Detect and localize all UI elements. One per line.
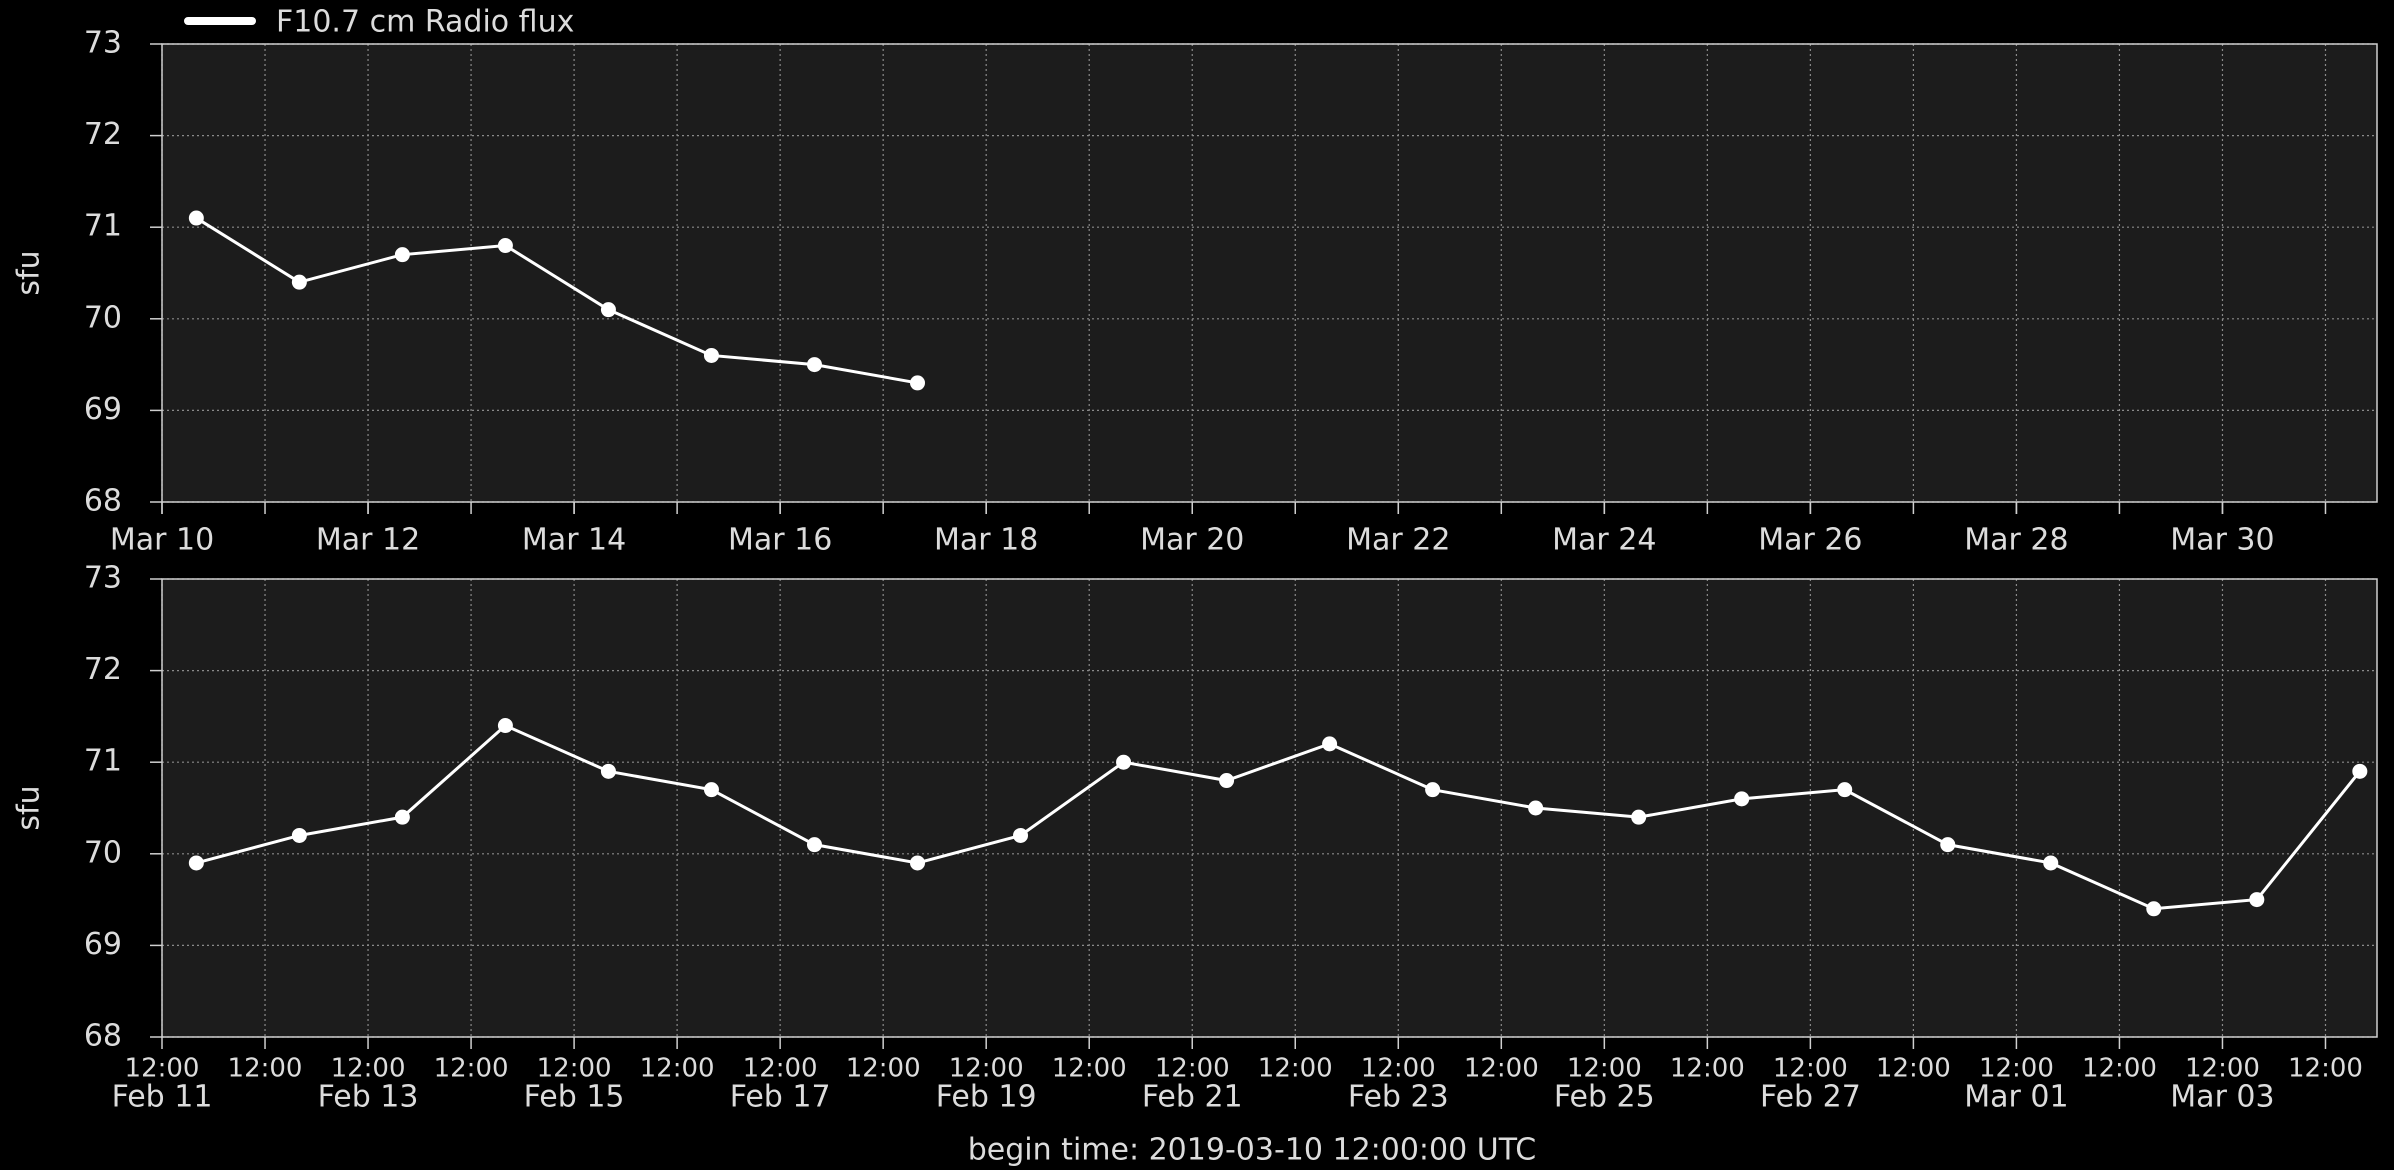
data-point xyxy=(1013,827,1029,843)
data-point xyxy=(1631,809,1647,825)
y-tick-label: 69 xyxy=(84,927,122,962)
x-tick-label: 12:00 xyxy=(2082,1054,2157,1084)
x-tick-label: 12:00 xyxy=(1876,1054,1951,1084)
y-tick-label: 69 xyxy=(84,392,122,427)
x-tick-label: 12:00 xyxy=(537,1054,612,1084)
data-point xyxy=(703,347,719,363)
data-point xyxy=(291,827,307,843)
data-point xyxy=(188,855,204,871)
y-tick-label: 73 xyxy=(84,26,122,61)
y-axis-label: sfu xyxy=(12,250,47,295)
data-line xyxy=(195,216,918,385)
x-tick-label: 12:00 xyxy=(1361,1054,1436,1084)
data-point xyxy=(188,210,204,226)
plot-frame xyxy=(161,43,2378,503)
data-line xyxy=(195,723,2361,911)
data-point xyxy=(1837,782,1853,798)
y-tick-label: 71 xyxy=(84,209,122,244)
data-point xyxy=(497,238,513,254)
x-tick-label: 12:00 xyxy=(2288,1054,2363,1084)
data-point xyxy=(703,782,719,798)
x-date-label: Mar 01 xyxy=(1964,1080,2068,1115)
data-point xyxy=(1219,773,1235,789)
data-point xyxy=(1528,800,1544,816)
x-date-label: Feb 23 xyxy=(1348,1080,1449,1115)
data-point xyxy=(600,763,616,779)
x-date-label: Feb 17 xyxy=(730,1080,831,1115)
data-point xyxy=(1322,736,1338,752)
x-date-label: Feb 15 xyxy=(524,1080,625,1115)
plot-area xyxy=(162,44,2377,502)
x-date-label: Feb 11 xyxy=(112,1080,213,1115)
y-tick-label: 71 xyxy=(84,744,122,779)
x-tick-label: Mar 12 xyxy=(316,523,420,558)
x-date-label: Feb 13 xyxy=(318,1080,419,1115)
x-tick-label: 12:00 xyxy=(331,1054,406,1084)
x-tick-label: 12:00 xyxy=(125,1054,200,1084)
data-point xyxy=(910,855,926,871)
x-tick-label: Mar 14 xyxy=(522,523,626,558)
x-tick-label: Mar 24 xyxy=(1552,523,1656,558)
data-point xyxy=(2146,901,2162,917)
data-point xyxy=(1116,754,1132,770)
data-point xyxy=(2352,763,2368,779)
y-axis-label: sfu xyxy=(12,785,47,830)
x-tick-label: 12:00 xyxy=(1464,1054,1539,1084)
plot-frame xyxy=(161,578,2378,1038)
x-tick-label: Mar 28 xyxy=(1964,523,2068,558)
footer: begin time: 2019-03-10 12:00:00 UTC xyxy=(968,1133,1536,1168)
x-tick-label: Mar 22 xyxy=(1346,523,1450,558)
x-tick-label: 12:00 xyxy=(846,1054,921,1084)
x-date-label: Feb 19 xyxy=(936,1080,1037,1115)
x-tick-label: 12:00 xyxy=(1670,1054,1745,1084)
y-tick-label: 70 xyxy=(84,300,122,335)
x-tick-label: Mar 30 xyxy=(2170,523,2274,558)
x-tick-label: Mar 18 xyxy=(934,523,1038,558)
data-point xyxy=(1425,782,1441,798)
x-tick-label: 12:00 xyxy=(1155,1054,1230,1084)
x-tick-label: 12:00 xyxy=(640,1054,715,1084)
x-tick-label: 12:00 xyxy=(1258,1054,1333,1084)
x-tick-label: 12:00 xyxy=(2185,1054,2260,1084)
y-tick-label: 68 xyxy=(84,484,122,519)
data-point xyxy=(291,274,307,290)
x-tick-label: Mar 16 xyxy=(728,523,832,558)
x-tick-label: 12:00 xyxy=(949,1054,1024,1084)
x-tick-label: Mar 26 xyxy=(1758,523,1862,558)
legend-label: F10.7 cm Radio flux xyxy=(276,5,574,40)
x-tick-label: Mar 10 xyxy=(110,523,214,558)
x-date-label: Feb 25 xyxy=(1554,1080,1655,1115)
data-point xyxy=(497,718,513,734)
data-point xyxy=(910,375,926,391)
data-point xyxy=(2043,855,2059,871)
data-point xyxy=(806,357,822,373)
y-tick-label: 72 xyxy=(84,117,122,152)
data-point xyxy=(1734,791,1750,807)
data-point xyxy=(806,837,822,853)
x-tick-label: Mar 20 xyxy=(1140,523,1244,558)
x-tick-label: 12:00 xyxy=(228,1054,303,1084)
y-tick-label: 70 xyxy=(84,835,122,870)
y-tick-label: 73 xyxy=(84,561,122,596)
plot-area xyxy=(162,579,2377,1037)
x-date-label: Feb 27 xyxy=(1760,1080,1861,1115)
x-tick-label: 12:00 xyxy=(743,1054,818,1084)
x-tick-label: 12:00 xyxy=(1979,1054,2054,1084)
y-tick-label: 68 xyxy=(84,1019,122,1054)
x-date-label: Feb 21 xyxy=(1142,1080,1243,1115)
x-tick-label: 12:00 xyxy=(1567,1054,1642,1084)
x-tick-label: 12:00 xyxy=(1052,1054,1127,1084)
x-tick-label: 12:00 xyxy=(434,1054,509,1084)
x-date-label: Mar 03 xyxy=(2170,1080,2274,1115)
data-point xyxy=(394,809,410,825)
data-point xyxy=(1940,837,1956,853)
x-tick-label: 12:00 xyxy=(1773,1054,1848,1084)
y-tick-label: 72 xyxy=(84,652,122,687)
data-point xyxy=(600,302,616,318)
data-point xyxy=(2249,892,2265,908)
data-point xyxy=(394,247,410,263)
